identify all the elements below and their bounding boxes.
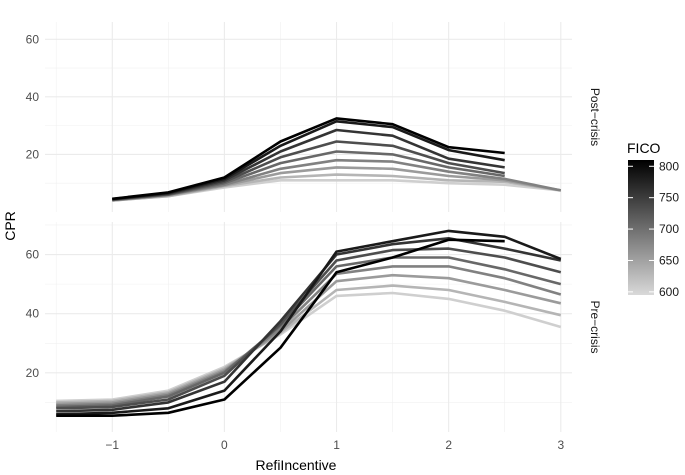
y-axis-label: CPR bbox=[2, 211, 18, 241]
series-line-fico-700 bbox=[56, 256, 562, 409]
series-line-fico-725 bbox=[56, 247, 562, 410]
legend-title: FICO bbox=[627, 140, 661, 156]
legend-tick-label: 700 bbox=[659, 222, 679, 236]
y-tick-label: 60 bbox=[26, 248, 40, 262]
x-axis-label: RefiIncentive bbox=[256, 457, 337, 473]
x-tick-label: 3 bbox=[557, 438, 564, 452]
legend-colorbar bbox=[628, 160, 654, 295]
series-line-fico-675 bbox=[56, 265, 562, 407]
legend: FICO 600 650 700 750 800 bbox=[627, 140, 679, 299]
series-line-fico-750 bbox=[56, 237, 562, 413]
panel-strip-label: Post−crisis bbox=[588, 88, 602, 146]
panel-strip-label: Pre−crisis bbox=[588, 300, 602, 353]
y-tick-label: 20 bbox=[26, 147, 40, 161]
panel-pre-crisis: 20 40 60 Pre−crisis bbox=[26, 222, 602, 432]
x-tick-label: 0 bbox=[221, 438, 228, 452]
legend-tick-label: 650 bbox=[659, 253, 679, 267]
y-tick-label: 40 bbox=[26, 90, 40, 104]
y-tick-label: 20 bbox=[26, 366, 40, 380]
series-line-fico-800 bbox=[112, 117, 505, 201]
panel-post-crisis: 20 40 60 Post−crisis bbox=[26, 22, 602, 212]
legend-tick-label: 600 bbox=[659, 285, 679, 299]
legend-tick-label: 750 bbox=[659, 191, 679, 205]
series-line-fico-775 bbox=[112, 120, 505, 201]
legend-tick-label: 800 bbox=[659, 159, 679, 173]
series-line-fico-775 bbox=[56, 229, 562, 416]
x-tick-label: 1 bbox=[333, 438, 340, 452]
series-line-fico-650 bbox=[56, 273, 562, 406]
series-line-fico-625 bbox=[56, 284, 562, 404]
y-tick-label: 60 bbox=[26, 32, 40, 46]
series-line-fico-800 bbox=[56, 238, 505, 418]
x-tick-label: 2 bbox=[445, 438, 452, 452]
y-tick-label: 40 bbox=[26, 307, 40, 321]
x-tick-label: −1 bbox=[105, 438, 119, 452]
x-axis-ticks: −1 0 1 2 3 bbox=[105, 438, 564, 452]
series-line-fico-600 bbox=[56, 291, 562, 403]
